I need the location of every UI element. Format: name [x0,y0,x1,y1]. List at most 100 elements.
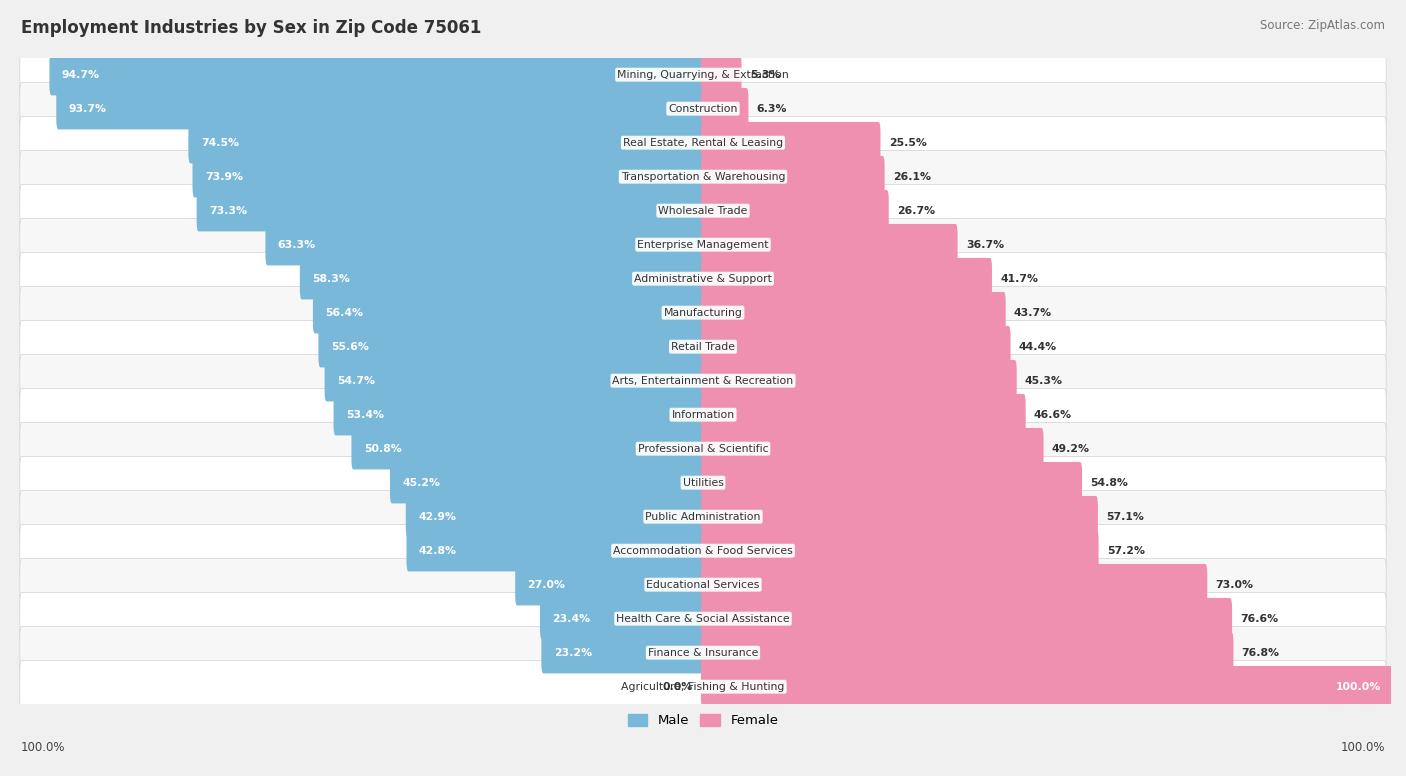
Text: Source: ZipAtlas.com: Source: ZipAtlas.com [1260,19,1385,33]
FancyBboxPatch shape [540,598,704,639]
Text: 93.7%: 93.7% [69,104,107,113]
FancyBboxPatch shape [49,54,704,95]
Text: 58.3%: 58.3% [312,274,350,284]
FancyBboxPatch shape [299,258,704,300]
Text: 0.0%: 0.0% [662,681,693,691]
Text: 94.7%: 94.7% [62,70,100,80]
Text: Public Administration: Public Administration [645,511,761,521]
FancyBboxPatch shape [20,389,1386,441]
FancyBboxPatch shape [20,320,1386,372]
FancyBboxPatch shape [20,559,1386,611]
FancyBboxPatch shape [20,660,1386,713]
Text: Employment Industries by Sex in Zip Code 75061: Employment Industries by Sex in Zip Code… [21,19,481,37]
Text: 26.7%: 26.7% [897,206,935,216]
FancyBboxPatch shape [56,88,704,130]
FancyBboxPatch shape [20,185,1386,237]
FancyBboxPatch shape [515,564,704,605]
FancyBboxPatch shape [702,666,1393,708]
FancyBboxPatch shape [702,326,1011,367]
Text: Accommodation & Food Services: Accommodation & Food Services [613,546,793,556]
Text: 63.3%: 63.3% [278,240,316,250]
Text: 46.6%: 46.6% [1033,410,1071,420]
Text: 45.3%: 45.3% [1025,376,1063,386]
FancyBboxPatch shape [702,530,1098,571]
Text: 5.3%: 5.3% [749,70,780,80]
Text: 54.7%: 54.7% [337,376,375,386]
FancyBboxPatch shape [702,292,1005,334]
Text: Agriculture, Fishing & Hunting: Agriculture, Fishing & Hunting [621,681,785,691]
FancyBboxPatch shape [20,116,1386,169]
FancyBboxPatch shape [702,462,1083,504]
Text: 73.9%: 73.9% [205,171,243,182]
Text: Utilities: Utilities [682,478,724,487]
Text: Administrative & Support: Administrative & Support [634,274,772,284]
FancyBboxPatch shape [20,525,1386,577]
FancyBboxPatch shape [406,496,704,538]
FancyBboxPatch shape [197,190,704,231]
FancyBboxPatch shape [702,54,741,95]
Text: 41.7%: 41.7% [1000,274,1038,284]
Text: 23.2%: 23.2% [554,648,592,658]
FancyBboxPatch shape [702,564,1208,605]
FancyBboxPatch shape [406,530,704,571]
FancyBboxPatch shape [702,428,1043,469]
Text: 50.8%: 50.8% [364,444,402,454]
Text: 73.0%: 73.0% [1216,580,1254,590]
Text: Health Care & Social Assistance: Health Care & Social Assistance [616,614,790,624]
Text: Real Estate, Rental & Leasing: Real Estate, Rental & Leasing [623,137,783,147]
FancyBboxPatch shape [314,292,704,334]
Text: Educational Services: Educational Services [647,580,759,590]
Text: 44.4%: 44.4% [1019,341,1057,352]
Text: Professional & Scientific: Professional & Scientific [638,444,768,454]
Text: 45.2%: 45.2% [402,478,440,487]
FancyBboxPatch shape [318,326,704,367]
FancyBboxPatch shape [702,258,993,300]
FancyBboxPatch shape [20,252,1386,305]
Text: 100.0%: 100.0% [1336,681,1381,691]
FancyBboxPatch shape [325,360,704,401]
FancyBboxPatch shape [20,626,1386,679]
Text: Arts, Entertainment & Recreation: Arts, Entertainment & Recreation [613,376,793,386]
Text: Retail Trade: Retail Trade [671,341,735,352]
Text: 43.7%: 43.7% [1014,308,1052,317]
Text: Finance & Insurance: Finance & Insurance [648,648,758,658]
FancyBboxPatch shape [702,156,884,197]
FancyBboxPatch shape [702,224,957,265]
Text: 25.5%: 25.5% [889,137,927,147]
FancyBboxPatch shape [193,156,704,197]
Text: 23.4%: 23.4% [553,614,591,624]
FancyBboxPatch shape [20,82,1386,135]
FancyBboxPatch shape [20,286,1386,339]
Text: 76.8%: 76.8% [1241,648,1279,658]
FancyBboxPatch shape [188,122,704,164]
Text: 57.2%: 57.2% [1107,546,1144,556]
Text: 42.9%: 42.9% [418,511,456,521]
Text: Construction: Construction [668,104,738,113]
Text: Transportation & Warehousing: Transportation & Warehousing [621,171,785,182]
Text: 100.0%: 100.0% [21,741,66,754]
Text: 26.1%: 26.1% [893,171,931,182]
FancyBboxPatch shape [702,496,1098,538]
FancyBboxPatch shape [266,224,704,265]
FancyBboxPatch shape [389,462,704,504]
FancyBboxPatch shape [20,593,1386,645]
Text: 49.2%: 49.2% [1052,444,1090,454]
Text: 27.0%: 27.0% [527,580,565,590]
FancyBboxPatch shape [702,394,1025,435]
Text: 42.8%: 42.8% [419,546,457,556]
FancyBboxPatch shape [702,88,748,130]
Text: 6.3%: 6.3% [756,104,787,113]
Text: 74.5%: 74.5% [201,137,239,147]
FancyBboxPatch shape [702,632,1233,674]
FancyBboxPatch shape [541,632,704,674]
Text: 53.4%: 53.4% [346,410,384,420]
FancyBboxPatch shape [352,428,704,469]
FancyBboxPatch shape [702,360,1017,401]
FancyBboxPatch shape [20,48,1386,101]
Text: Enterprise Management: Enterprise Management [637,240,769,250]
FancyBboxPatch shape [20,355,1386,407]
Text: 73.3%: 73.3% [209,206,247,216]
Text: 36.7%: 36.7% [966,240,1004,250]
FancyBboxPatch shape [20,456,1386,509]
Text: 76.6%: 76.6% [1240,614,1278,624]
